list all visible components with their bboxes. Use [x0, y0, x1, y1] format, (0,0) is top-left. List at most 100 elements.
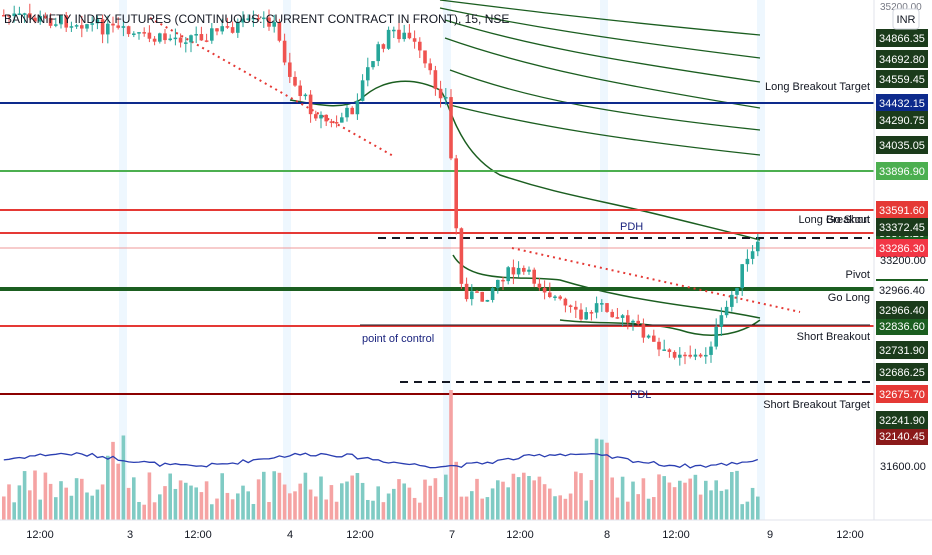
volume-bar: [12, 502, 16, 520]
candle-body: [574, 306, 578, 310]
price-tick: 33200.00: [880, 255, 926, 267]
volume-bar: [740, 504, 744, 520]
candle-body: [308, 94, 313, 115]
volume-bar: [730, 471, 734, 520]
candle-body: [251, 17, 256, 20]
candle-body: [605, 303, 609, 312]
candle-body: [236, 22, 240, 33]
time-ticks: 12:00 3 12:00 4 12:00 7 12:00 8 12:00 9 12:00: [26, 529, 864, 541]
candle-body: [698, 354, 703, 357]
volume-bar: [610, 477, 614, 520]
price-badge-text: 34432.15: [879, 98, 925, 110]
volume-bar: [657, 474, 661, 520]
level-label: Long Breakout Target: [765, 81, 870, 93]
chart-title: BANKNIFTY INDEX FUTURES (CONTINUOUS: CUR…: [4, 12, 509, 26]
volume-bar: [605, 442, 609, 520]
volume-bar: [48, 483, 53, 520]
currency-button[interactable]: INR: [892, 8, 920, 30]
price-tick-box: [876, 111, 928, 129]
price-badge: [876, 281, 928, 299]
volume-bar: [147, 472, 152, 520]
volume-bar: [100, 484, 105, 520]
candle-body: [371, 61, 375, 68]
price-tick-box: [876, 341, 928, 359]
volume-bar: [745, 501, 750, 520]
candle-body: [267, 17, 271, 27]
volume-bar: [615, 497, 620, 520]
volume-bar: [319, 476, 323, 520]
session-bands: [119, 0, 765, 520]
volume-bars: [2, 390, 760, 520]
volume-bar: [470, 491, 474, 520]
candle-body: [303, 94, 308, 97]
price-tick: 32241.90: [879, 415, 925, 427]
ma-lowest: [559, 319, 761, 336]
candle-body: [652, 335, 656, 342]
volume-bar: [132, 477, 136, 520]
level-label: Long Breakout: [798, 214, 870, 226]
volume-bar: [636, 494, 640, 520]
candle-body: [22, 13, 27, 15]
candle-body: [147, 32, 152, 39]
volume-bar: [496, 480, 500, 520]
candle-body: [95, 19, 100, 24]
volume-bar: [251, 503, 256, 520]
ma-band-4: [444, 37, 761, 109]
candle-body: [672, 351, 677, 358]
price-tick: 34692.80: [879, 54, 925, 66]
price-badge: [876, 162, 928, 180]
candle-body: [444, 97, 448, 99]
volume-bar: [22, 471, 27, 520]
candle-body: [626, 315, 630, 323]
time-axis[interactable]: 12:00 3 12:00 4 12:00 7 12:00 8 12:00 9 12:00: [0, 519, 932, 550]
volume-bar: [392, 488, 396, 520]
session-band: [119, 0, 127, 520]
volume-bar: [241, 485, 245, 520]
price-tick: 33372.45: [879, 222, 925, 234]
candle-body: [756, 241, 760, 252]
volume-bar: [152, 502, 157, 520]
volume-bar: [293, 491, 297, 520]
ma-main: [289, 80, 761, 241]
candle-body: [480, 291, 484, 302]
time-tick: 9: [767, 529, 773, 541]
price-axis[interactable]: 35200.00 34432.1533896.9033591.6033373.2…: [873, 0, 932, 520]
candle-body: [111, 23, 115, 26]
candle-body: [646, 335, 651, 338]
candle-body: [485, 299, 490, 302]
candle-body: [537, 283, 542, 288]
candle-body: [750, 251, 755, 259]
volume-bar: [542, 484, 547, 520]
volume-bar: [28, 490, 32, 520]
volume-bar: [345, 481, 349, 520]
volume-bar: [574, 471, 578, 520]
volume-bar: [106, 455, 110, 520]
candle-body: [558, 296, 562, 299]
time-tick: 4: [287, 529, 293, 541]
candle-body: [345, 107, 349, 118]
volume-bar: [277, 472, 282, 520]
volume-bar: [282, 484, 287, 520]
candle-body: [28, 13, 32, 18]
volume-bar: [59, 481, 63, 520]
volume-bar: [340, 483, 344, 520]
volume-bar: [579, 473, 583, 520]
volume-bar: [397, 479, 401, 520]
volume-bar: [33, 470, 37, 520]
volume-bar: [381, 502, 386, 520]
ma-band-5: [449, 69, 761, 131]
volume-bar: [698, 494, 703, 520]
candle-body: [215, 28, 219, 32]
trendline-right: [511, 247, 801, 313]
volume-bar: [360, 482, 365, 520]
candle-body: [657, 341, 661, 350]
volume-bar: [459, 496, 464, 520]
candles: [2, 3, 760, 366]
candle-body: [256, 17, 261, 20]
volume-bar: [412, 497, 417, 520]
candle-body: [241, 18, 245, 23]
volume-bar: [662, 476, 666, 520]
